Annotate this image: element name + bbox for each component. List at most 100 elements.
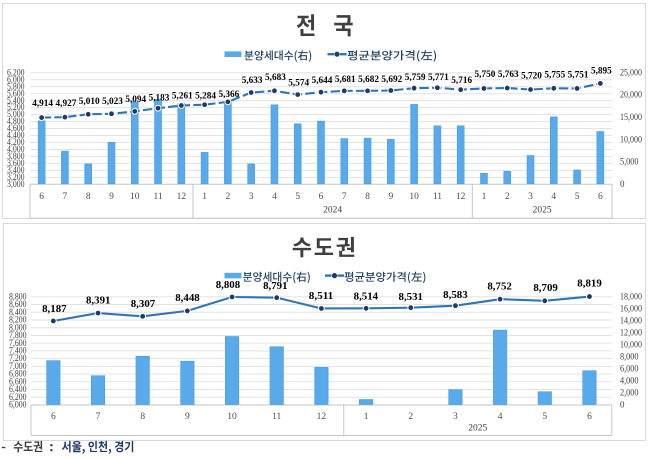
svg-text:7,600: 7,600: [9, 338, 27, 348]
svg-text:7: 7: [63, 192, 68, 202]
svg-text:5,692: 5,692: [381, 74, 402, 84]
svg-text:5,763: 5,763: [498, 69, 519, 79]
svg-text:5,600: 5,600: [7, 88, 25, 98]
svg-text:7: 7: [96, 412, 101, 422]
svg-text:5,633: 5,633: [242, 75, 263, 85]
svg-text:20,000: 20,000: [620, 91, 642, 101]
svg-text:8,531: 8,531: [399, 291, 424, 303]
svg-text:6,800: 6,800: [9, 369, 27, 379]
svg-text:7,400: 7,400: [9, 346, 27, 356]
svg-text:0: 0: [620, 180, 625, 190]
svg-text:6,200: 6,200: [7, 67, 25, 77]
svg-text:6,400: 6,400: [9, 384, 27, 394]
svg-text:4,600: 4,600: [7, 123, 25, 133]
svg-text:12: 12: [317, 412, 327, 422]
svg-text:4,800: 4,800: [7, 116, 25, 126]
svg-text:3: 3: [453, 412, 458, 422]
svg-text:2025: 2025: [468, 424, 487, 434]
svg-text:5,895: 5,895: [591, 66, 612, 76]
svg-text:3: 3: [528, 192, 533, 202]
svg-text:8,808: 8,808: [216, 279, 241, 291]
svg-text:3,600: 3,600: [7, 158, 25, 168]
svg-text:4: 4: [498, 412, 503, 422]
svg-text:6: 6: [51, 412, 56, 422]
svg-text:5,755: 5,755: [544, 70, 565, 80]
svg-text:5,771: 5,771: [428, 72, 449, 82]
svg-text:8,391: 8,391: [86, 294, 111, 306]
svg-text:3,800: 3,800: [7, 151, 25, 161]
svg-text:10: 10: [130, 192, 140, 202]
svg-text:12: 12: [177, 192, 187, 202]
svg-text:1: 1: [364, 412, 369, 422]
svg-text:8,583: 8,583: [443, 289, 468, 301]
svg-text:8,752: 8,752: [487, 280, 512, 292]
svg-text:3,400: 3,400: [7, 165, 25, 175]
svg-text:10: 10: [409, 192, 419, 202]
svg-text:11: 11: [433, 192, 442, 202]
svg-text:6,600: 6,600: [9, 376, 27, 386]
svg-text:5,284: 5,284: [195, 91, 216, 101]
svg-text:8,187: 8,187: [42, 303, 67, 315]
svg-text:7,800: 7,800: [9, 330, 27, 340]
svg-text:8,709: 8,709: [533, 282, 558, 294]
svg-text:5,010: 5,010: [79, 96, 100, 106]
svg-text:8,791: 8,791: [263, 280, 288, 292]
svg-text:8,800: 8,800: [9, 291, 27, 301]
svg-text:4: 4: [272, 192, 277, 202]
svg-text:2025: 2025: [533, 206, 552, 216]
svg-text:2,000: 2,000: [620, 389, 639, 399]
svg-text:5: 5: [575, 192, 580, 202]
svg-text:5,000: 5,000: [620, 158, 639, 168]
svg-text:4,400: 4,400: [7, 130, 25, 140]
svg-text:5,800: 5,800: [7, 81, 25, 91]
svg-text:15,000: 15,000: [620, 113, 642, 123]
svg-text:8,514: 8,514: [354, 291, 379, 303]
svg-text:9: 9: [109, 192, 114, 202]
svg-text:8,000: 8,000: [9, 322, 27, 332]
svg-text:5: 5: [542, 412, 547, 422]
svg-text:3: 3: [249, 192, 254, 202]
svg-text:7: 7: [342, 192, 347, 202]
svg-text:6,000: 6,000: [9, 400, 27, 410]
svg-text:16,000: 16,000: [620, 304, 642, 314]
svg-text:5,261: 5,261: [172, 91, 193, 101]
svg-text:11: 11: [153, 192, 162, 202]
svg-text:6: 6: [39, 192, 44, 202]
svg-text:8,307: 8,307: [131, 298, 156, 310]
svg-text:5,200: 5,200: [7, 102, 25, 112]
svg-text:9: 9: [185, 412, 190, 422]
svg-text:3,000: 3,000: [7, 179, 25, 189]
svg-text:1: 1: [202, 192, 207, 202]
svg-text:2: 2: [226, 192, 231, 202]
svg-text:1: 1: [482, 192, 487, 202]
svg-text:5,400: 5,400: [7, 95, 25, 105]
svg-text:5,682: 5,682: [358, 74, 379, 84]
svg-text:3,200: 3,200: [7, 172, 25, 182]
svg-text:8,600: 8,600: [9, 299, 27, 309]
svg-text:8,819: 8,819: [577, 278, 602, 290]
svg-text:5,720: 5,720: [521, 71, 542, 81]
svg-text:4,000: 4,000: [620, 377, 639, 387]
svg-text:5,759: 5,759: [405, 72, 426, 82]
svg-text:6: 6: [587, 412, 592, 422]
svg-text:6,000: 6,000: [7, 74, 25, 84]
svg-text:10: 10: [227, 412, 237, 422]
svg-text:8,448: 8,448: [175, 292, 200, 304]
svg-text:4,927: 4,927: [56, 98, 77, 108]
svg-text:12,000: 12,000: [620, 328, 642, 338]
svg-text:14,000: 14,000: [620, 316, 642, 326]
svg-text:8: 8: [140, 412, 145, 422]
svg-text:5,366: 5,366: [218, 89, 239, 99]
svg-text:8,000: 8,000: [620, 353, 639, 363]
svg-text:7,000: 7,000: [9, 361, 27, 371]
svg-text:10,000: 10,000: [620, 135, 642, 145]
svg-text:4,914: 4,914: [32, 98, 53, 108]
svg-text:8: 8: [86, 192, 91, 202]
svg-text:5,750: 5,750: [475, 69, 496, 79]
svg-text:5,751: 5,751: [568, 70, 589, 80]
svg-text:5,000: 5,000: [7, 109, 25, 119]
svg-text:8,400: 8,400: [9, 307, 27, 317]
svg-text:5,094: 5,094: [125, 94, 146, 104]
svg-text:25,000: 25,000: [620, 68, 642, 78]
svg-text:5,716: 5,716: [451, 75, 472, 85]
